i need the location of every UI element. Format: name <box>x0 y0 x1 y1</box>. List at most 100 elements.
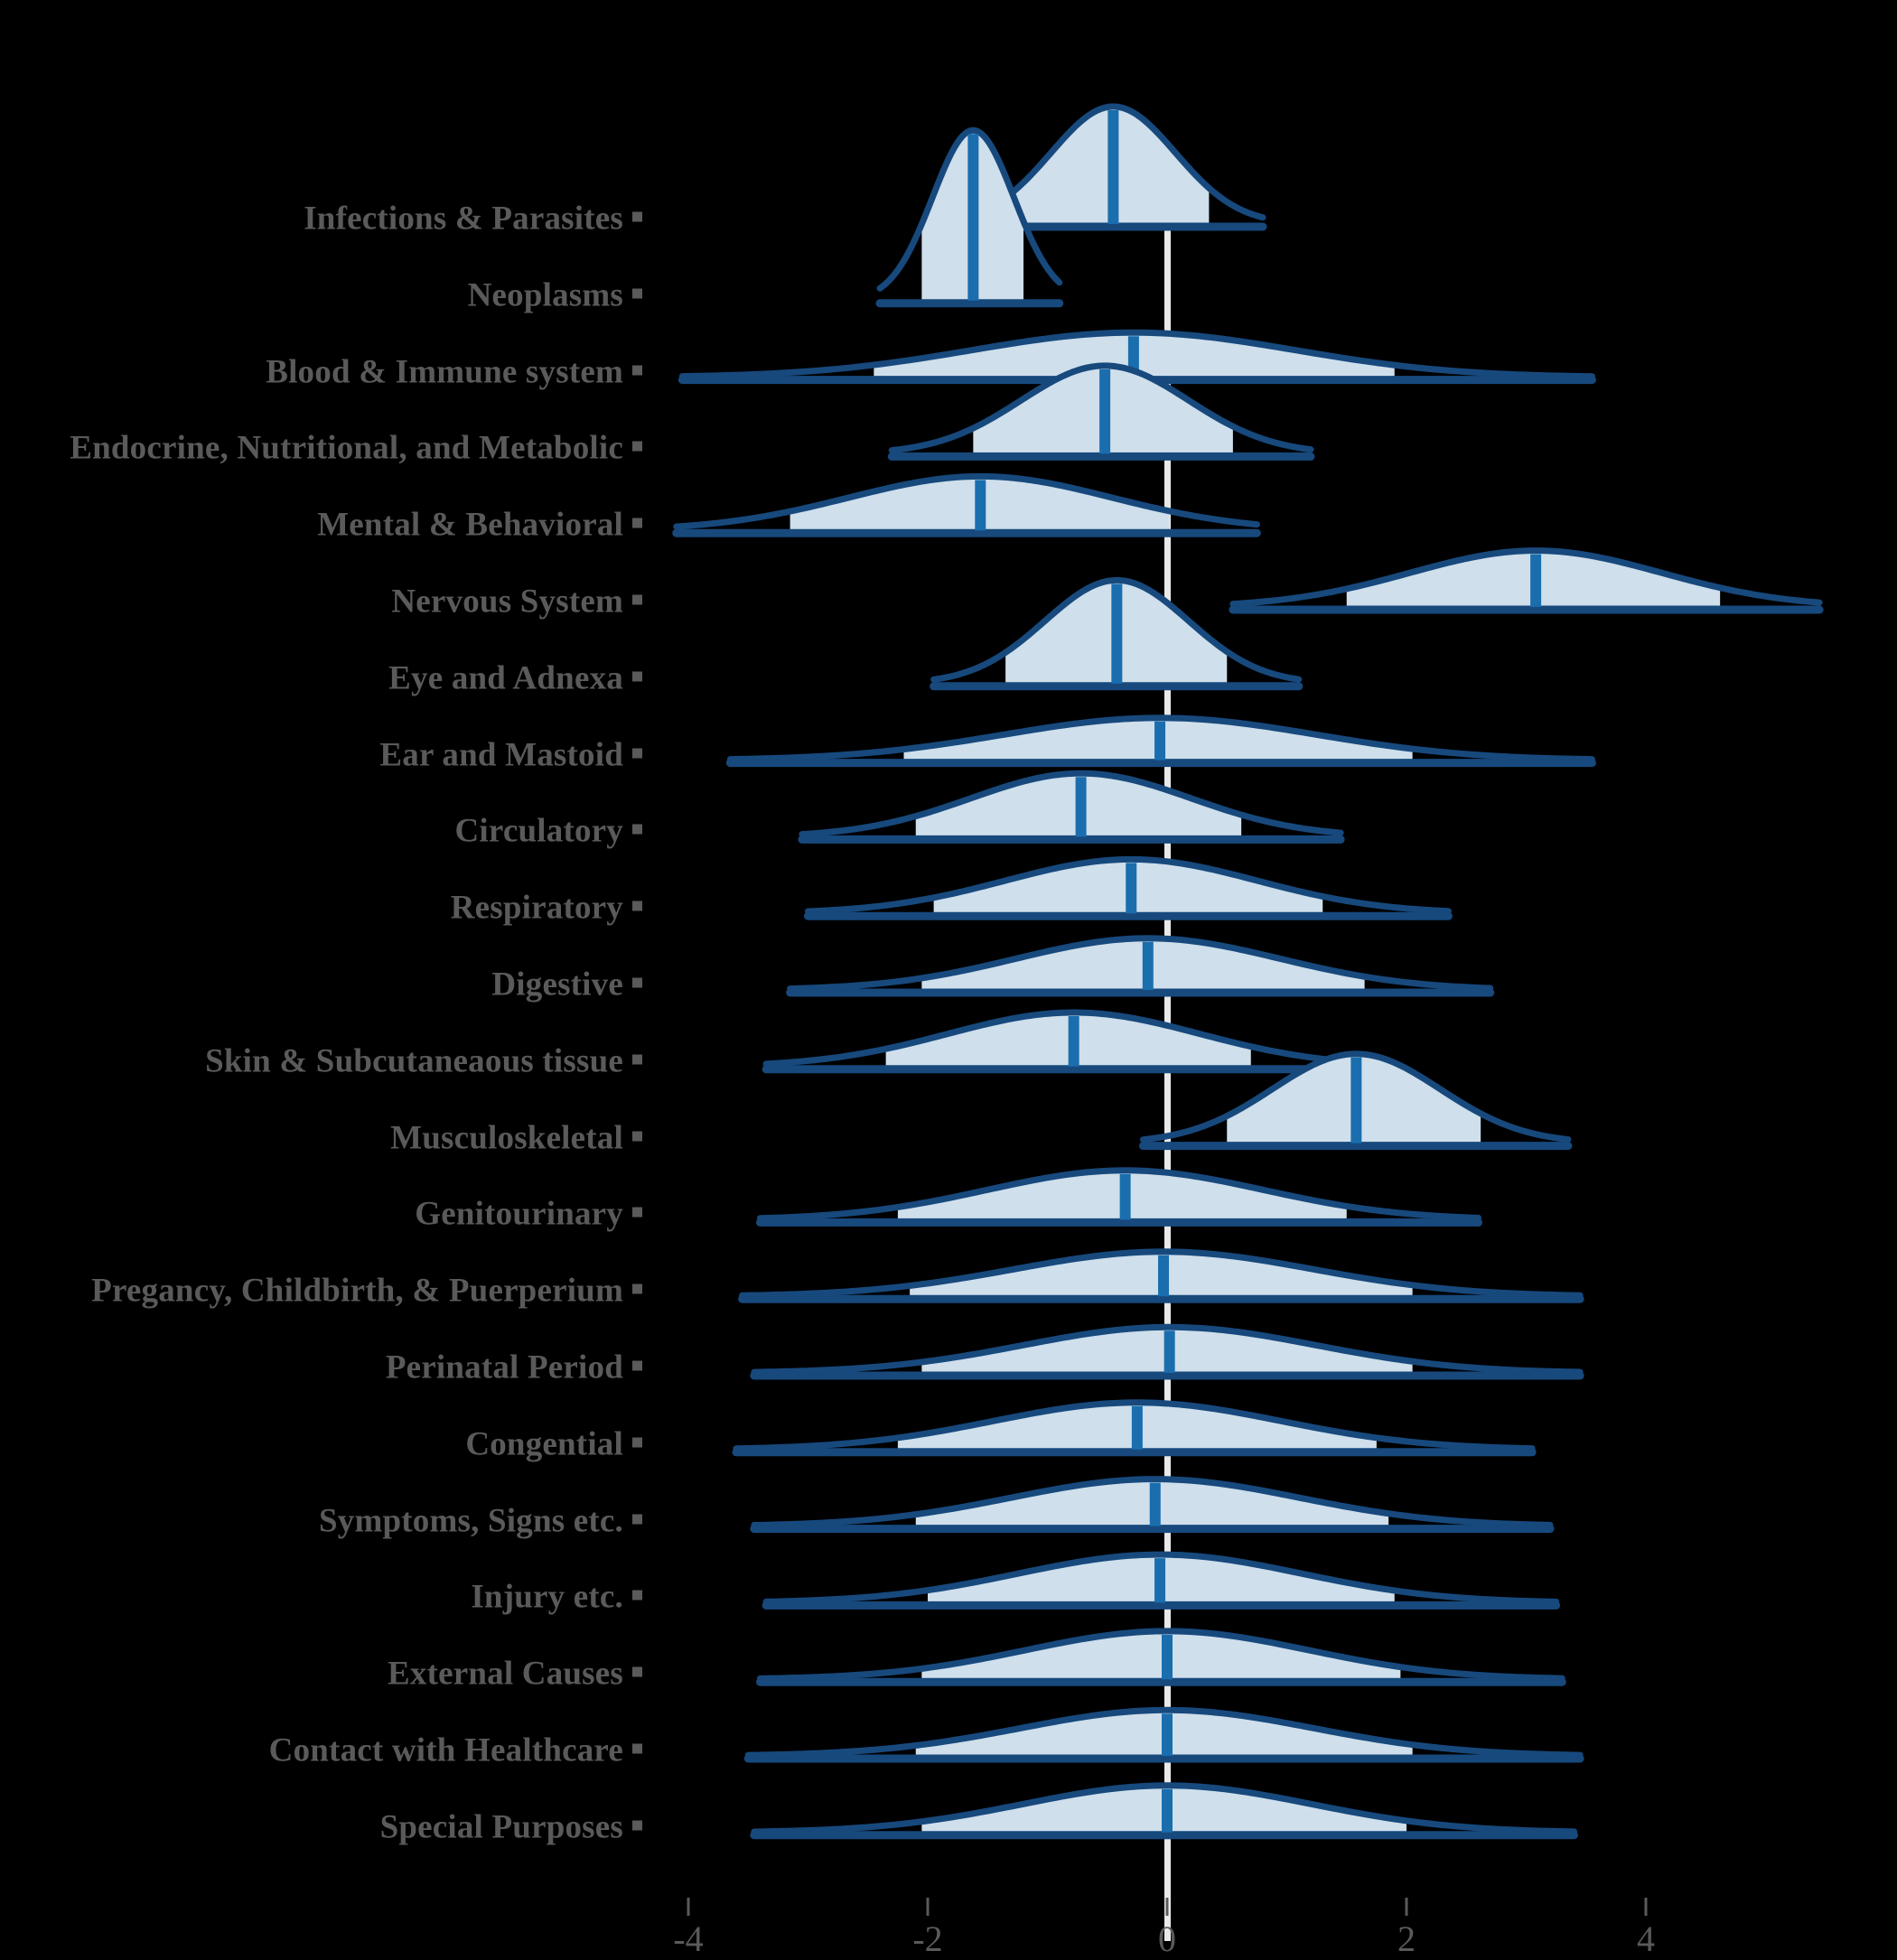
density-row <box>786 935 1495 997</box>
density-row <box>762 1551 1561 1610</box>
y-tick-icon <box>632 1590 642 1601</box>
category-label: External Causes <box>388 1655 623 1693</box>
density-row <box>798 770 1345 844</box>
density-outline <box>888 362 1314 454</box>
density-row <box>750 1476 1555 1534</box>
density-outline <box>757 1628 1565 1682</box>
credible-interval-fill <box>885 1013 1251 1067</box>
category-label: Symptoms, Signs etc. <box>318 1502 623 1540</box>
credible-interval-fill <box>973 365 1233 454</box>
density-row <box>1139 1050 1573 1151</box>
credible-interval-fill <box>897 1402 1377 1450</box>
x-tick-label: 4 <box>1637 1918 1655 1959</box>
y-tick-icon <box>632 518 642 528</box>
density-outline <box>930 576 1303 683</box>
category-label: Respiratory <box>450 889 623 927</box>
ridgeline-chart: Infections & Parasites Neoplasms Blood & I… <box>70 103 1824 1959</box>
credible-interval-fill <box>903 717 1413 761</box>
x-tick-mark <box>1405 1897 1408 1916</box>
density-row <box>887 362 1315 461</box>
y-tick-icon <box>632 1131 642 1142</box>
y-tick-icon <box>632 1820 642 1831</box>
category-label: Blood & Immune system <box>266 353 623 391</box>
density-row <box>762 1009 1357 1074</box>
y-tick-icon <box>632 211 642 222</box>
density-row <box>732 1399 1537 1457</box>
density-outline <box>678 329 1595 380</box>
y-tick-icon <box>632 288 642 299</box>
density-row <box>1229 547 1824 614</box>
density-row <box>756 1628 1566 1686</box>
x-tick-label: 2 <box>1397 1918 1416 1959</box>
credible-interval-fill <box>921 130 1023 301</box>
y-tick-icon <box>632 1666 642 1677</box>
credible-interval-fill <box>921 938 1365 990</box>
y-tick-icon <box>632 1437 642 1448</box>
category-label: Injury etc. <box>471 1578 623 1616</box>
category-label: Nervous System <box>391 583 623 621</box>
category-label: Circulatory <box>454 812 623 850</box>
density-outline <box>733 1399 1536 1452</box>
category-label: Genitourinary <box>415 1195 623 1233</box>
credible-interval-fill <box>1346 550 1721 607</box>
y-tick-icon <box>632 1054 642 1065</box>
density-row <box>953 103 1267 231</box>
x-tick-label: -2 <box>912 1918 943 1959</box>
category-label: Contact with Healthcare <box>268 1731 623 1769</box>
category-label: Perinatal Period <box>385 1349 623 1386</box>
x-tick-mark <box>1644 1897 1648 1916</box>
x-tick-mark <box>1165 1897 1169 1916</box>
credible-interval-fill <box>928 1554 1395 1603</box>
y-tick-icon <box>632 594 642 605</box>
category-label: Special Purposes <box>379 1808 623 1846</box>
y-tick-icon <box>632 671 642 682</box>
y-tick-icon <box>632 441 642 452</box>
y-tick-icon <box>632 977 642 988</box>
x-tick-label: -4 <box>673 1918 704 1959</box>
density-row <box>930 576 1304 691</box>
density-row <box>804 855 1453 920</box>
density-row <box>725 714 1596 768</box>
density-outline <box>726 714 1595 763</box>
y-tick-icon <box>632 1207 642 1218</box>
density-outline <box>799 770 1344 838</box>
y-tick-icon <box>632 824 642 835</box>
credible-interval-fill <box>1005 580 1228 684</box>
category-label: Skin & Subcutaneaous tissue <box>205 1042 623 1080</box>
zero-reference-line <box>1164 167 1171 1941</box>
density-row <box>875 126 1064 308</box>
category-label: Eye and Adnexa <box>388 659 623 697</box>
category-label: Endocrine, Nutritional, and Metabolic <box>70 429 623 467</box>
category-label: Ear and Mastoid <box>379 736 623 774</box>
credible-interval-fill <box>921 1630 1401 1680</box>
density-outline <box>739 1248 1584 1299</box>
credible-interval-fill <box>897 1170 1347 1220</box>
category-label: Infections & Parasites <box>304 200 623 238</box>
category-label: Congential <box>465 1425 623 1463</box>
density-row <box>756 1167 1482 1227</box>
credible-interval-fill <box>933 859 1323 914</box>
density-row <box>678 329 1596 385</box>
y-tick-icon <box>632 748 642 759</box>
category-label: Musculoskeletal <box>390 1119 623 1157</box>
y-tick-icon <box>632 1360 642 1371</box>
credible-interval-fill <box>915 773 1242 837</box>
y-tick-icon <box>632 365 642 376</box>
density-outline <box>805 855 1452 915</box>
y-tick-icon <box>632 1743 642 1754</box>
density-curves-layer <box>672 103 1824 1840</box>
category-label: Neoplasms <box>467 276 623 314</box>
category-label: Pregancy, Childbirth, & Puerperium <box>91 1272 623 1310</box>
x-tick-mark <box>926 1897 930 1916</box>
category-label: Digestive <box>491 966 623 1003</box>
credible-interval-fill <box>874 332 1395 378</box>
density-outline <box>954 103 1266 222</box>
density-outline <box>762 1009 1356 1068</box>
density-outline <box>1140 1050 1572 1143</box>
density-row <box>738 1248 1584 1303</box>
x-tick-mark <box>687 1897 690 1916</box>
density-outline <box>751 1476 1554 1529</box>
y-tick-icon <box>632 1283 642 1294</box>
x-tick-label: 0 <box>1158 1918 1176 1959</box>
credible-interval-fill <box>1227 1053 1481 1143</box>
